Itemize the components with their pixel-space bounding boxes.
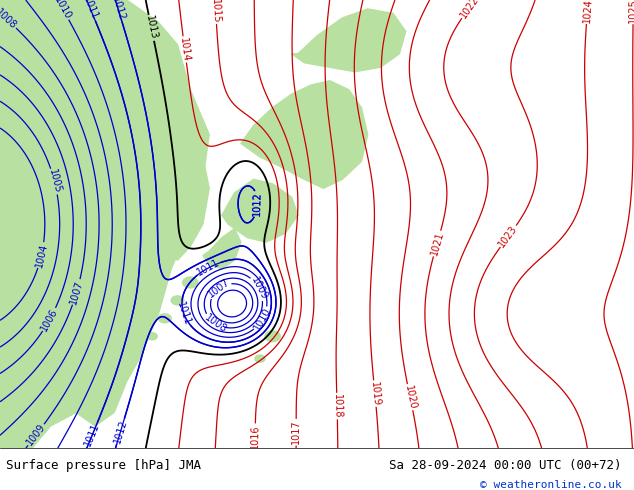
Text: 1004: 1004	[34, 242, 49, 268]
Text: 1012: 1012	[110, 0, 127, 22]
Text: 1025: 1025	[628, 0, 634, 23]
Text: 1021: 1021	[429, 230, 445, 257]
Text: 1010: 1010	[52, 0, 72, 21]
Circle shape	[158, 314, 171, 323]
Text: 1016: 1016	[250, 424, 261, 449]
Text: 1005: 1005	[46, 169, 62, 195]
Polygon shape	[241, 81, 368, 188]
Text: 1009: 1009	[25, 422, 48, 448]
Text: 1008: 1008	[202, 312, 228, 335]
Circle shape	[171, 296, 184, 305]
Text: 1011: 1011	[81, 0, 100, 22]
Text: 1011: 1011	[195, 258, 221, 278]
Text: 1008: 1008	[0, 7, 19, 31]
Text: 1010: 1010	[252, 306, 273, 332]
Text: 1022: 1022	[458, 0, 481, 20]
Polygon shape	[0, 0, 209, 448]
Text: 1024: 1024	[581, 0, 593, 24]
Text: 1006: 1006	[39, 307, 60, 333]
Circle shape	[147, 333, 157, 340]
Text: Sa 28-09-2024 00:00 UTC (00+72): Sa 28-09-2024 00:00 UTC (00+72)	[389, 459, 621, 471]
Text: 1023: 1023	[497, 223, 520, 249]
Text: © weatheronline.co.uk: © weatheronline.co.uk	[479, 480, 621, 490]
Text: 1014: 1014	[178, 37, 191, 62]
Text: 1007: 1007	[206, 277, 232, 300]
Text: 1007: 1007	[68, 279, 85, 305]
Text: 1012: 1012	[112, 418, 129, 444]
Circle shape	[255, 355, 265, 362]
Text: 1009: 1009	[249, 275, 269, 301]
Text: 1017: 1017	[291, 420, 301, 444]
Text: 1011: 1011	[83, 421, 101, 448]
Circle shape	[265, 331, 280, 342]
Text: 1011: 1011	[175, 300, 192, 327]
Polygon shape	[222, 179, 298, 242]
Text: 1012: 1012	[252, 192, 263, 217]
Text: 1015: 1015	[210, 0, 221, 24]
Circle shape	[183, 277, 198, 288]
Polygon shape	[203, 229, 241, 269]
Polygon shape	[292, 9, 406, 72]
Text: Surface pressure [hPa] JMA: Surface pressure [hPa] JMA	[6, 459, 202, 471]
Text: 1020: 1020	[403, 384, 417, 410]
Text: 1019: 1019	[369, 381, 381, 406]
Polygon shape	[139, 135, 209, 260]
Text: 1012: 1012	[252, 192, 263, 217]
Text: 1013: 1013	[144, 15, 158, 41]
Text: 1018: 1018	[332, 394, 342, 418]
